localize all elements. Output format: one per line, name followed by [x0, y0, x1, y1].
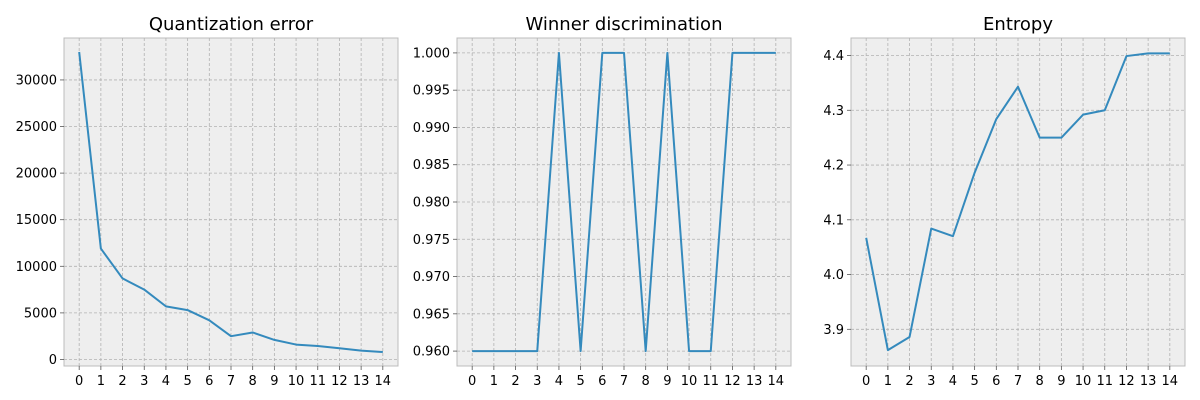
x-tick-label: 10 [681, 374, 698, 389]
y-tick-label: 0.975 [413, 233, 450, 248]
chart-entropy: Entropy 0 1 2 3 4 5 6 7 8 9 10 11 12 13 143.94.04.14.2… [823, 14, 1186, 389]
x-tick-label: 0 [468, 374, 476, 389]
x-tick-label: 2 [118, 374, 126, 389]
x-tick-label: 8 [249, 374, 257, 389]
chart-title: Winner discrimination [526, 14, 723, 35]
x-tick-label: 0 [75, 374, 83, 389]
x-tick-label: 1 [884, 374, 892, 389]
x-tick-label: 3 [140, 374, 148, 389]
y-tick-label: 0.965 [413, 307, 450, 322]
x-tick-label: 9 [1057, 374, 1065, 389]
y-tick-label: 25000 [16, 120, 57, 135]
chart-title: Entropy [983, 14, 1053, 35]
x-tick-label: 13 [353, 374, 370, 389]
x-tick-label: 1 [490, 374, 498, 389]
y-axis: 0.960 0.965 0.970 0.975 0.980 0.985 0.990 0.995… [413, 46, 457, 360]
y-tick-label: 4.3 [823, 104, 844, 119]
y-tick-label: 0.985 [413, 158, 450, 173]
x-tick-label: 2 [511, 374, 519, 389]
grid [851, 38, 1185, 366]
y-tick-label: 15000 [16, 213, 57, 228]
grid [64, 38, 398, 366]
x-tick-label: 13 [1140, 374, 1157, 389]
x-tick-label: 2 [905, 374, 913, 389]
y-axis: 3.9 4.0 4.1 4.2 4.3 4.4 [823, 49, 851, 338]
x-tick-label: 12 [1118, 374, 1135, 389]
x-tick-label: 3 [533, 374, 541, 389]
x-tick-label: 11 [309, 374, 326, 389]
x-tick-label: 6 [598, 374, 606, 389]
y-tick-label: 5000 [24, 306, 57, 321]
y-tick-label: 3.9 [823, 323, 844, 338]
x-tick-label: 3 [927, 374, 935, 389]
x-tick-label: 10 [1075, 374, 1092, 389]
y-tick-label: 10000 [16, 260, 57, 275]
x-tick-label: 12 [331, 374, 348, 389]
x-axis: 0 1 2 3 4 5 6 7 8 9 10 11 12 13 14 [862, 366, 1178, 389]
chart-title: Quantization error [149, 14, 314, 35]
plot-area [63, 37, 399, 367]
x-tick-label: 10 [288, 374, 305, 389]
series-line [78, 51, 383, 354]
x-tick-label: 5 [183, 374, 191, 389]
x-tick-label: 14 [768, 374, 785, 389]
series-line [472, 51, 776, 353]
y-tick-label: 0.990 [413, 121, 450, 136]
x-tick-label: 7 [227, 374, 235, 389]
x-tick-label: 8 [642, 374, 650, 389]
x-tick-label: 11 [702, 374, 719, 389]
x-tick-label: 5 [576, 374, 584, 389]
y-tick-label: 0.970 [413, 270, 450, 285]
y-tick-label: 4.4 [823, 49, 844, 64]
y-tick-label: 0.960 [413, 345, 450, 360]
series-line [865, 52, 1170, 352]
y-tick-label: 4.1 [823, 213, 844, 228]
chart-winner-discrimination: Winner discrimination 0 1 2 3 4 5 6 7 8 9 10 11 12 13… [413, 14, 792, 389]
x-tick-label: 13 [746, 374, 763, 389]
x-tick-label: 14 [375, 374, 392, 389]
x-tick-label: 4 [555, 374, 563, 389]
y-tick-label: 0.995 [413, 84, 450, 99]
x-tick-label: 7 [620, 374, 628, 389]
x-tick-label: 14 [1162, 374, 1179, 389]
x-tick-label: 6 [205, 374, 213, 389]
x-tick-label: 4 [949, 374, 957, 389]
x-tick-label: 7 [1014, 374, 1022, 389]
x-tick-label: 5 [970, 374, 978, 389]
x-axis: 0 1 2 3 4 5 6 7 8 9 10 11 12 13 14 [468, 366, 784, 389]
x-tick-label: 0 [862, 374, 870, 389]
plot-area [850, 37, 1186, 367]
x-tick-label: 12 [724, 374, 741, 389]
x-tick-label: 1 [97, 374, 105, 389]
x-tick-label: 4 [162, 374, 170, 389]
chart-quantization-error: Quantization error 0 1 2 3 4 5 6 7 8 9 10 11 12 13 140… [16, 14, 399, 389]
x-tick-label: 9 [663, 374, 671, 389]
y-tick-label: 4.2 [823, 159, 844, 174]
y-tick-label: 20000 [16, 167, 57, 182]
x-tick-label: 6 [992, 374, 1000, 389]
y-tick-label: 0.980 [413, 196, 450, 211]
y-tick-label: 4.0 [823, 268, 844, 283]
y-axis: 0 5000 10000 15000 20000 25000 30000 [16, 73, 64, 368]
x-tick-label: 9 [270, 374, 278, 389]
y-tick-label: 1.000 [413, 46, 450, 61]
x-axis: 0 1 2 3 4 5 6 7 8 9 10 11 12 13 14 [75, 366, 391, 389]
y-tick-label: 30000 [16, 73, 57, 88]
x-tick-label: 11 [1096, 374, 1113, 389]
y-tick-label: 0 [49, 353, 57, 368]
x-tick-label: 8 [1036, 374, 1044, 389]
